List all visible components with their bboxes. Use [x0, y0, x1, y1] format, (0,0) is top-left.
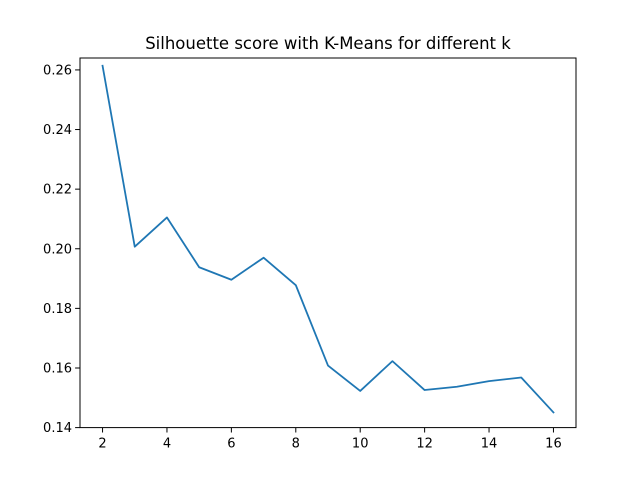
x-tick-label: 16: [545, 437, 562, 452]
axes-frame: [79, 57, 577, 429]
y-tick-label: 0.14: [43, 421, 72, 436]
x-tick-label: 2: [98, 437, 106, 452]
plot-area: [101, 64, 555, 414]
x-tick-label: 6: [227, 437, 235, 452]
y-tick-label: 0.16: [43, 361, 72, 376]
x-tick-label: 10: [352, 437, 369, 452]
x-tick-label: 4: [163, 437, 171, 452]
y-tick-label: 0.18: [43, 302, 72, 317]
y-tick-label: 0.22: [43, 183, 72, 198]
y-tick-label: 0.20: [43, 242, 72, 257]
y-tick-label: 0.26: [43, 63, 72, 78]
x-axis: 2 4 6 8 10 12 14 16: [98, 427, 562, 452]
series-line: [101, 64, 555, 414]
chart-title: Silhouette score with K-Means for differ…: [145, 34, 511, 53]
x-tick-label: 14: [481, 437, 498, 452]
y-axis: 0.14 0.16 0.18 0.20 0.22 0.24 0.26: [43, 63, 80, 436]
x-tick-label: 12: [416, 437, 433, 452]
y-tick-label: 0.24: [43, 123, 72, 138]
x-tick-label: 8: [292, 437, 300, 452]
